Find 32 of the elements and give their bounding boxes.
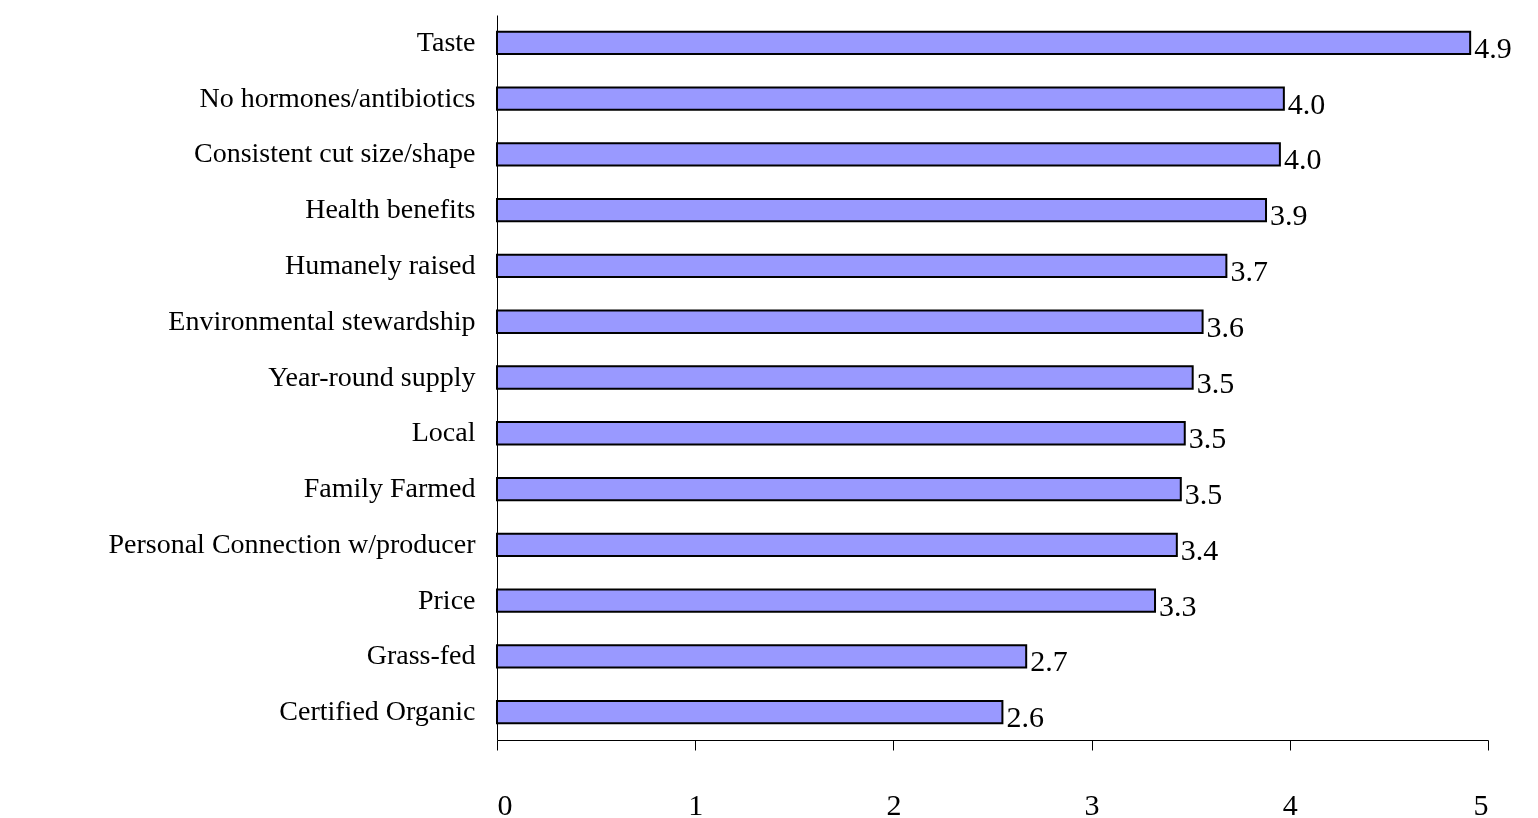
data-label: 4.0 [1283, 142, 1322, 176]
y-tick-label: Consistent cut size/shape [193, 137, 476, 169]
y-tick-label: Taste [416, 25, 476, 57]
x-tick-label: 1 [688, 787, 704, 818]
data-label: 3.5 [1196, 365, 1235, 399]
y-tick-label: Year-round supply [268, 360, 476, 392]
y-tick-label: Personal Connection w/producer [108, 527, 477, 559]
x-tick-label: 5 [1473, 787, 1489, 818]
data-label: 3.6 [1206, 309, 1245, 343]
data-label: 3.7 [1230, 253, 1268, 287]
y-tick-label: Local [411, 416, 476, 448]
y-tick-label: Price [417, 583, 476, 615]
data-label: 2.7 [1030, 644, 1068, 678]
data-label: 4.0 [1287, 86, 1326, 120]
y-tick-label: Grass-fed [366, 639, 476, 671]
data-label: 3.5 [1184, 477, 1223, 511]
y-tick-label: No hormones/antibiotics [199, 81, 476, 113]
data-label: 4.9 [1474, 30, 1512, 64]
data-label: 3.5 [1188, 421, 1227, 455]
data-label: 3.9 [1270, 198, 1308, 232]
data-label: 3.3 [1159, 588, 1197, 622]
y-tick-label: Health benefits [305, 193, 476, 225]
y-tick-label: Environmental stewardship [168, 304, 476, 336]
y-tick-label: Certified Organic [279, 695, 476, 727]
x-tick-label: 3 [1084, 787, 1100, 818]
x-tick-label: 2 [886, 787, 902, 818]
data-label: 2.6 [1006, 700, 1044, 734]
data-label: 3.4 [1180, 532, 1219, 566]
x-tick-label: 4 [1282, 787, 1298, 818]
x-tick-label: 0 [497, 787, 513, 818]
y-tick-label: Humanely raised [285, 248, 476, 280]
y-tick-label: Family Farmed [303, 472, 476, 504]
